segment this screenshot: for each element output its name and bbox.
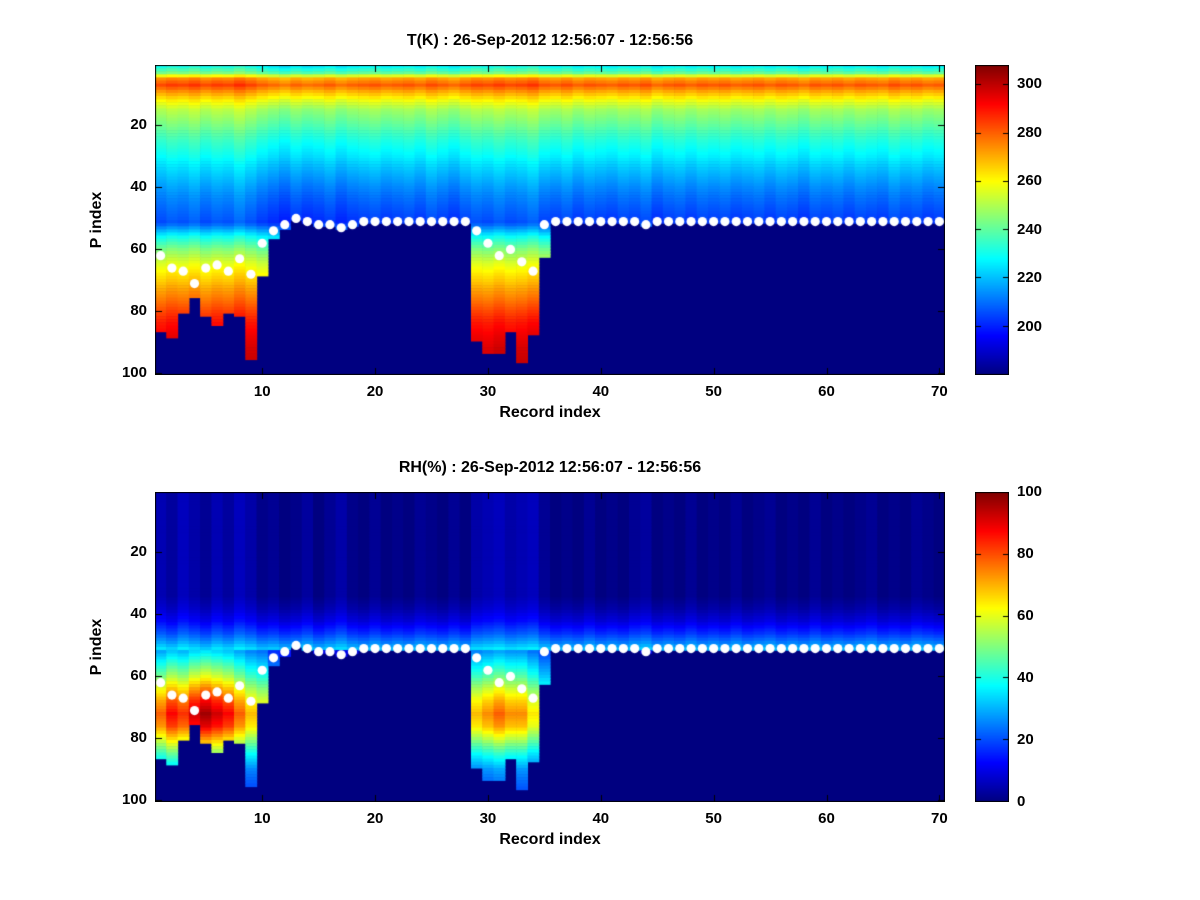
x-tick-label: 70 xyxy=(931,383,948,400)
y-tick-label: 40 xyxy=(130,605,147,623)
y-tick-label: 100 xyxy=(121,364,147,382)
x-tick-label: 10 xyxy=(253,383,271,400)
x-tick-label: 60 xyxy=(818,383,835,400)
temperature-colorbar xyxy=(975,65,1009,375)
x-tick-label: 30 xyxy=(479,383,497,400)
x-tick-label: 60 xyxy=(818,810,835,827)
x-tick-label: 20 xyxy=(366,810,384,827)
x-tick-label: 50 xyxy=(705,383,722,400)
y-tick-label: 20 xyxy=(130,116,147,134)
y-tick-label: 60 xyxy=(130,667,147,685)
temperature-heatmap xyxy=(155,65,945,375)
x-tick-label: 50 xyxy=(705,810,722,827)
temperature-ylabel: P index xyxy=(88,191,105,249)
humidity-heatmap xyxy=(155,492,945,802)
colorbar-tick-label: 300 xyxy=(1017,75,1043,93)
temperature-plot-title: T(K) : 26-Sep-2012 12:56:07 - 12:56:56 xyxy=(406,32,694,49)
y-tick-label: 80 xyxy=(130,729,147,747)
x-tick-label: 70 xyxy=(931,810,948,827)
colorbar-tick-label: 240 xyxy=(1017,220,1043,238)
colorbar-tick-label: 220 xyxy=(1017,269,1043,287)
y-tick-label: 100 xyxy=(121,791,147,809)
humidity-colorbar xyxy=(975,492,1009,802)
y-tick-label: 40 xyxy=(130,178,147,196)
colorbar-tick-label: 60 xyxy=(1017,607,1034,624)
x-tick-label: 40 xyxy=(592,810,610,827)
colorbar-tick-label: 20 xyxy=(1017,731,1034,748)
colorbar-tick-label: 40 xyxy=(1017,669,1034,686)
colorbar-tick-label: 0 xyxy=(1017,793,1026,810)
colorbar-tick-label: 200 xyxy=(1017,317,1043,335)
colorbar-tick-label: 260 xyxy=(1017,172,1043,190)
x-tick-label: 30 xyxy=(479,810,497,827)
humidity-ylabel: P index xyxy=(88,618,105,676)
y-tick-label: 80 xyxy=(130,302,147,320)
colorbar-tick-label: 280 xyxy=(1017,123,1043,141)
colorbar-tick-label: 80 xyxy=(1017,545,1034,562)
y-tick-label: 60 xyxy=(130,240,147,258)
x-tick-label: 40 xyxy=(592,383,610,400)
temperature-xlabel: Record index xyxy=(499,404,601,421)
humidity-xlabel: Record index xyxy=(499,831,601,848)
y-tick-label: 20 xyxy=(130,543,147,561)
colorbar-tick-label: 100 xyxy=(1017,483,1043,500)
x-tick-label: 10 xyxy=(253,810,271,827)
humidity-plot-title: RH(%) : 26-Sep-2012 12:56:07 - 12:56:56 xyxy=(398,459,702,476)
x-tick-label: 20 xyxy=(366,383,384,400)
